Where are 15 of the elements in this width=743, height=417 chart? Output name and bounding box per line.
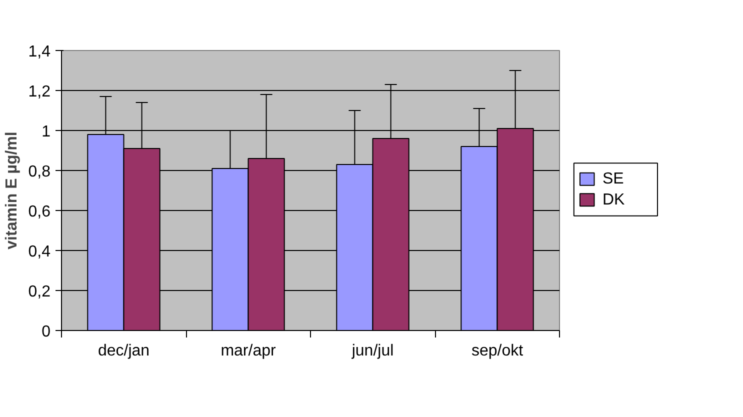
y-tick-label: 1,4 bbox=[28, 44, 51, 60]
y-axis-title: vitamin E µg/ml bbox=[3, 132, 20, 250]
y-tick-label: 0 bbox=[42, 324, 51, 340]
y-tick-label: 1 bbox=[42, 124, 51, 140]
x-tick-label: mar/apr bbox=[220, 342, 276, 360]
y-tick-label: 0,2 bbox=[28, 284, 51, 300]
legend-label: SE bbox=[602, 170, 624, 188]
x-tick-label: jun/jul bbox=[350, 342, 394, 360]
y-tick-label: 0,6 bbox=[28, 204, 51, 220]
y-tick-label: 0,4 bbox=[28, 244, 51, 260]
y-tick-label: 0,8 bbox=[28, 164, 51, 180]
x-tick-label: sep/okt bbox=[471, 342, 524, 360]
x-tick-label: dec/jan bbox=[98, 342, 150, 360]
y-tick-label: 1,2 bbox=[28, 84, 51, 100]
legend-label: DK bbox=[602, 191, 626, 208]
